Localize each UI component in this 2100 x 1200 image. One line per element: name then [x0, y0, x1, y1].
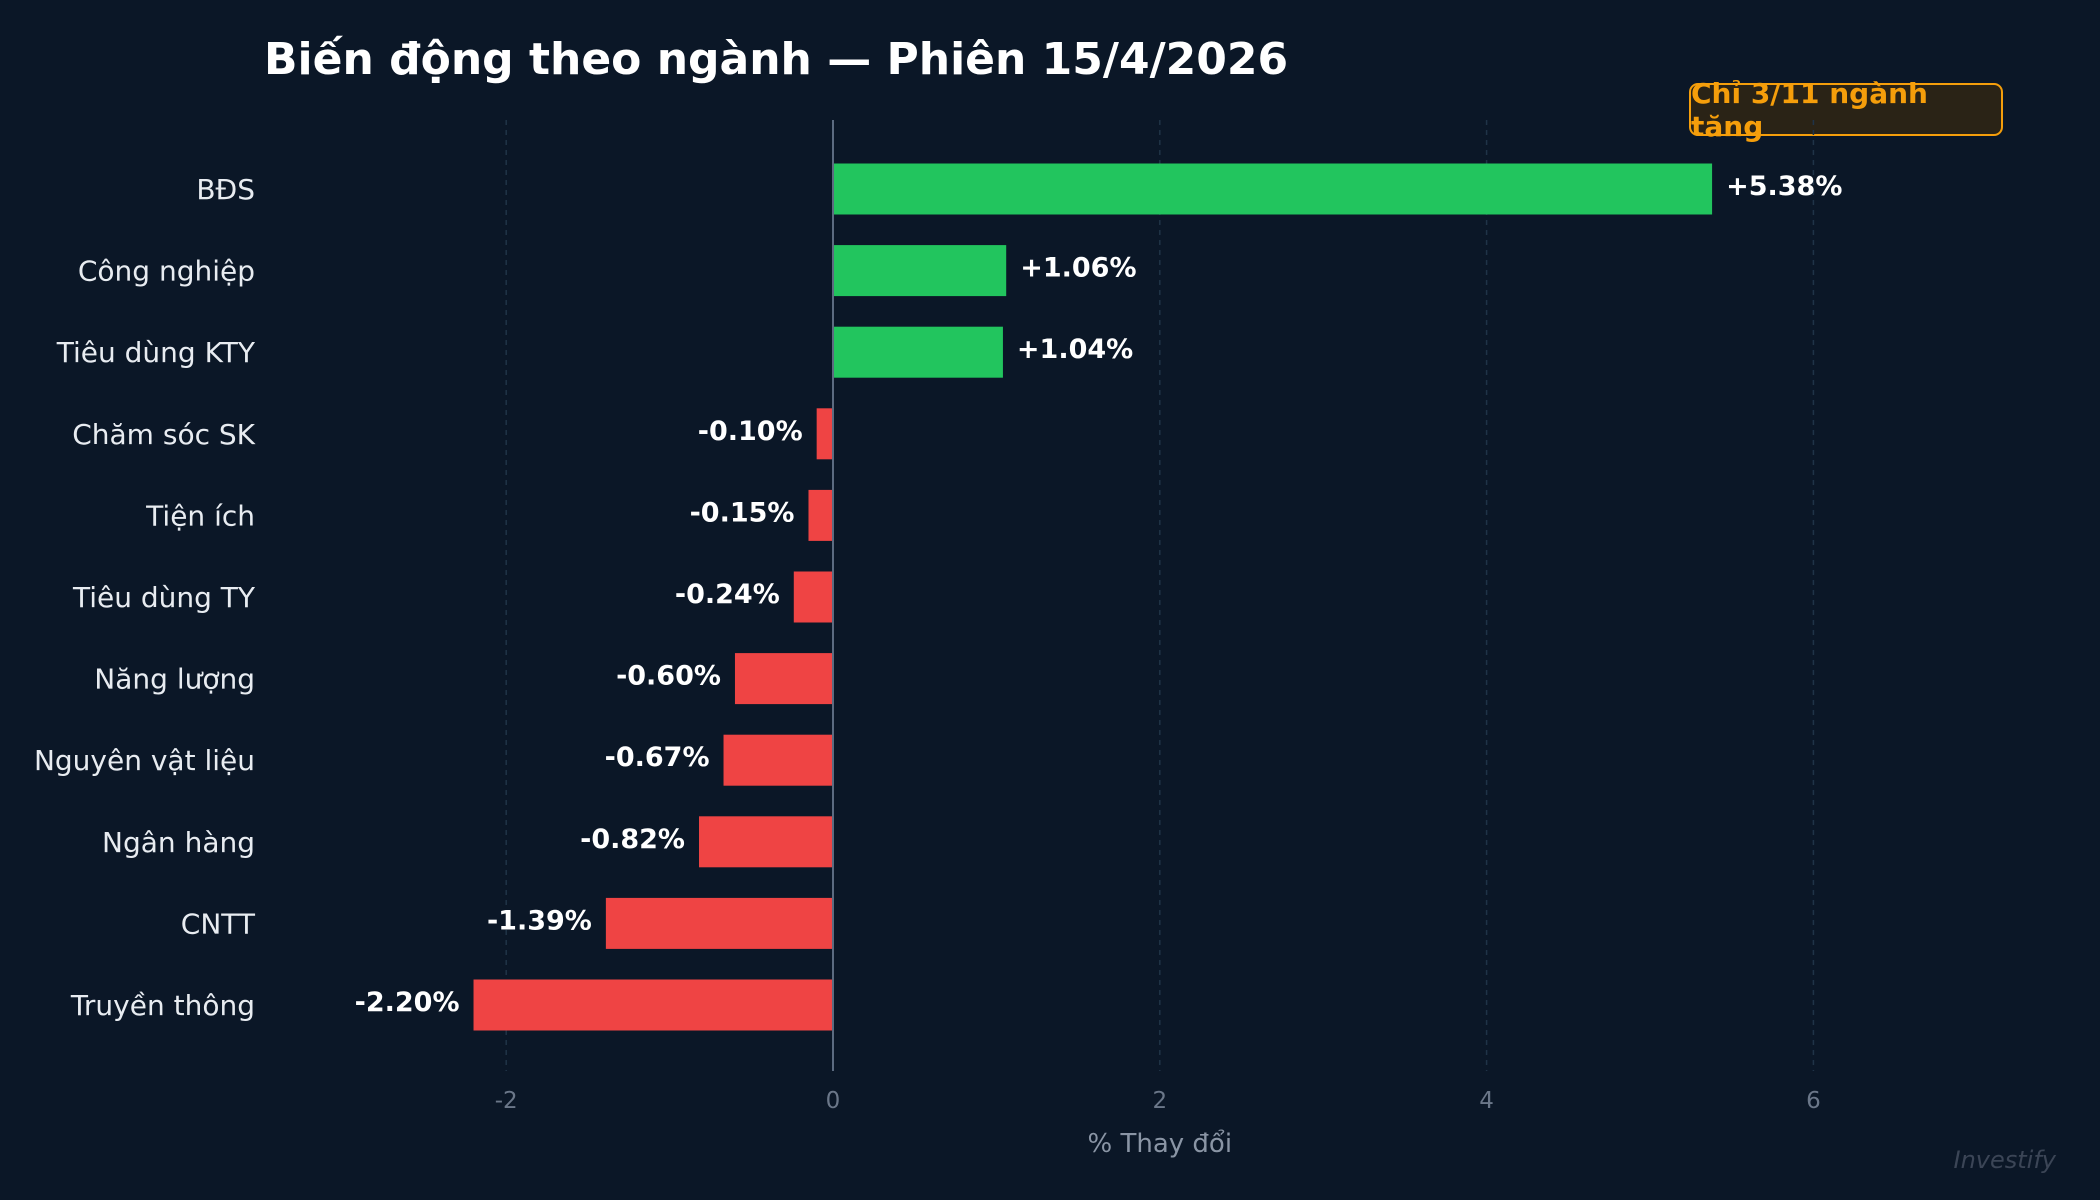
data-label: +1.04%: [1017, 334, 1133, 365]
data-label: -0.67%: [605, 742, 710, 773]
bar: [816, 408, 833, 460]
data-label: +5.38%: [1726, 171, 1842, 202]
data-label: -1.39%: [487, 905, 592, 936]
category-label: Chăm sóc SK: [72, 418, 255, 451]
category-label: BĐS: [196, 173, 255, 206]
category-label: Ngân hàng: [102, 826, 255, 859]
bar: [605, 897, 833, 949]
bar: [833, 163, 1713, 215]
category-label: CNTT: [181, 907, 256, 940]
bar: [833, 245, 1007, 297]
data-label: +1.06%: [1020, 253, 1136, 284]
bar: [833, 326, 1003, 378]
x-tick-label: 6: [1806, 1088, 1821, 1114]
data-label: -2.20%: [355, 987, 460, 1018]
watermark: Investify: [1953, 1146, 2057, 1174]
bar: [734, 653, 833, 705]
data-label: -0.10%: [698, 416, 803, 447]
bar: [808, 489, 833, 541]
x-tick-label: 0: [826, 1088, 841, 1114]
bar: [699, 816, 833, 868]
bar: [793, 571, 833, 623]
x-axis-label: % Thay đổi: [1088, 1128, 1233, 1159]
bar: [723, 734, 833, 786]
data-label: -0.15%: [690, 497, 795, 528]
category-label: Tiêu dùng KTY: [56, 336, 256, 369]
bar: [473, 979, 833, 1031]
data-label: -0.82%: [580, 824, 685, 855]
data-label: -0.60%: [616, 661, 721, 692]
category-label: Tiêu dùng TY: [72, 581, 256, 614]
chart-title: Biến động theo ngành — Phiên 15/4/2026: [264, 34, 1289, 85]
category-label: Truyền thông: [70, 989, 255, 1022]
x-tick-label: 4: [1479, 1088, 1494, 1114]
category-label: Công nghiệp: [78, 255, 255, 288]
x-tick-label: -2: [495, 1088, 518, 1114]
category-label: Năng lượng: [94, 663, 255, 696]
category-label: Tiện ích: [145, 499, 255, 532]
x-tick-label: 2: [1152, 1088, 1167, 1114]
category-label: Nguyên vật liệu: [34, 744, 255, 777]
data-label: -0.24%: [675, 579, 780, 610]
